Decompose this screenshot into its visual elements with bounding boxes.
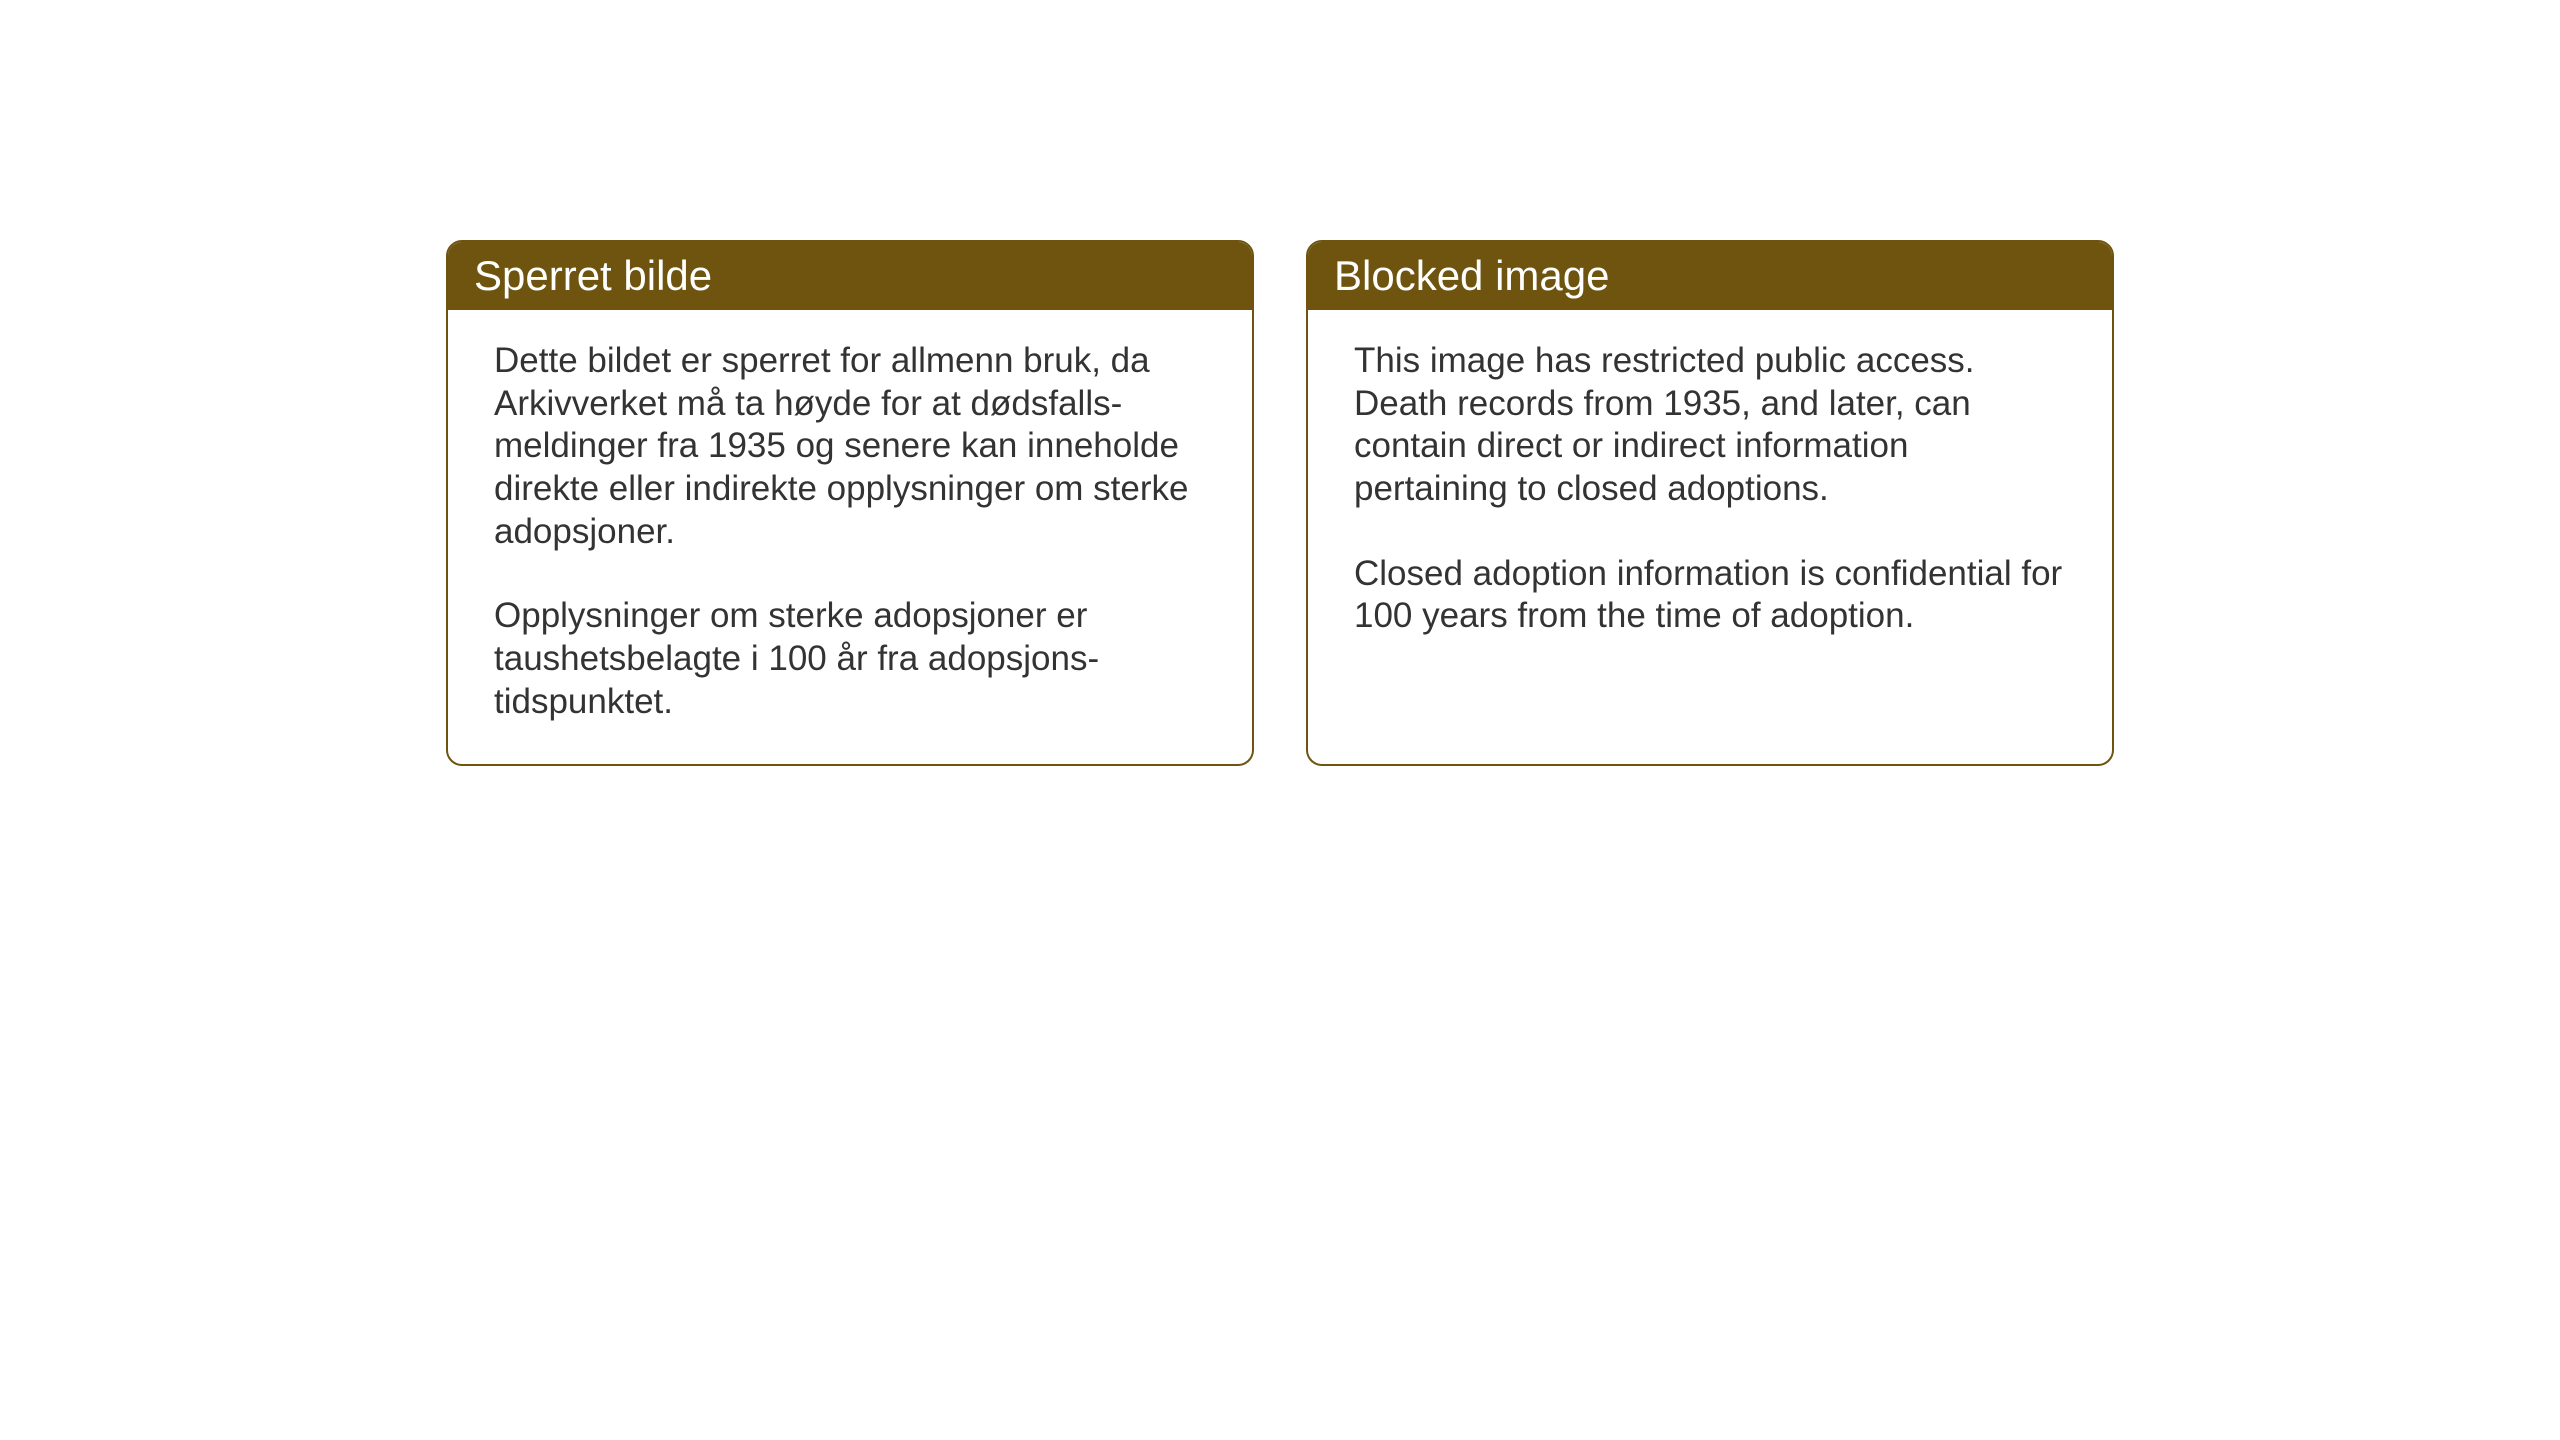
norwegian-paragraph-2: Opplysninger om sterke adopsjoner er tau… — [494, 595, 1206, 723]
cards-container: Sperret bilde Dette bildet er sperret fo… — [446, 240, 2114, 766]
norwegian-paragraph-1: Dette bildet er sperret for allmenn bruk… — [494, 340, 1206, 553]
norwegian-card-body: Dette bildet er sperret for allmenn bruk… — [448, 310, 1252, 764]
norwegian-card-header: Sperret bilde — [448, 242, 1252, 310]
english-card-title: Blocked image — [1334, 252, 1609, 299]
english-card-header: Blocked image — [1308, 242, 2112, 310]
english-paragraph-1: This image has restricted public access.… — [1354, 340, 2066, 511]
norwegian-card-title: Sperret bilde — [474, 252, 712, 299]
norwegian-card: Sperret bilde Dette bildet er sperret fo… — [446, 240, 1254, 766]
english-paragraph-2: Closed adoption information is confident… — [1354, 553, 2066, 638]
english-card-body: This image has restricted public access.… — [1308, 310, 2112, 750]
english-card: Blocked image This image has restricted … — [1306, 240, 2114, 766]
